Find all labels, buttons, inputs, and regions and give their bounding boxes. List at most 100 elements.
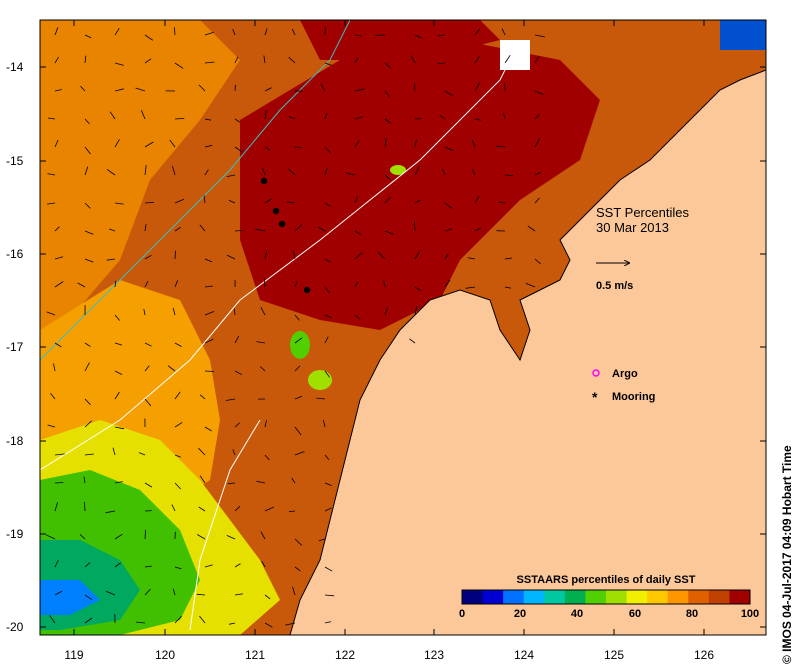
current-arrow xyxy=(227,482,236,485)
legend-label-mooring: Mooring xyxy=(612,391,655,403)
current-arrow xyxy=(234,593,243,596)
current-arrow xyxy=(204,338,214,344)
current-arrow xyxy=(144,141,154,148)
current-arrow xyxy=(138,452,146,456)
current-arrow xyxy=(106,169,116,176)
map-title: SST Percentiles xyxy=(596,205,689,220)
current-arrow xyxy=(354,57,359,64)
current-arrow xyxy=(324,370,330,378)
sst-anomaly-small xyxy=(390,165,406,175)
current-arrow xyxy=(144,280,149,288)
current-arrow xyxy=(384,137,387,148)
current-arrow xyxy=(114,342,123,346)
current-arrow xyxy=(54,226,60,232)
current-arrow xyxy=(264,454,270,461)
current-arrow xyxy=(375,34,386,36)
colorbar-tick-label: 100 xyxy=(741,608,759,620)
current-arrow xyxy=(105,590,116,596)
current-arrow xyxy=(204,311,215,316)
current-arrow xyxy=(288,116,296,120)
marker-legend: Argo * Mooring xyxy=(592,368,655,405)
current-arrow xyxy=(84,562,91,568)
current-arrow xyxy=(534,258,541,265)
current-arrow xyxy=(199,224,206,232)
current-arrow xyxy=(498,201,506,204)
current-arrow xyxy=(534,172,541,176)
current-arrow xyxy=(354,196,358,204)
current-arrow xyxy=(324,286,331,294)
current-arrow xyxy=(84,34,92,39)
current-arrow xyxy=(234,230,244,232)
current-arrow xyxy=(54,256,64,260)
colorbar-swatch xyxy=(462,590,484,604)
current-arrow xyxy=(114,426,125,430)
current-arrow xyxy=(384,62,391,69)
current-arrow xyxy=(504,286,511,289)
colorbar-swatches xyxy=(462,590,751,604)
current-arrow xyxy=(324,594,335,597)
current-arrow xyxy=(226,254,236,260)
sst-region-blue xyxy=(40,580,100,615)
current-arrow xyxy=(204,118,212,121)
current-arrow xyxy=(324,112,328,120)
argo-marker-icon xyxy=(592,369,600,377)
current-arrow xyxy=(174,226,182,232)
current-arrow xyxy=(324,202,331,207)
mooring-marker[interactable] xyxy=(272,207,280,215)
current-arrow xyxy=(384,230,394,235)
colorbar-swatch xyxy=(626,590,648,604)
current-arrow xyxy=(291,477,296,484)
bathymetry-contour-white xyxy=(40,39,521,471)
current-arrow xyxy=(384,90,390,98)
current-arrow xyxy=(204,31,214,36)
current-arrow xyxy=(294,451,305,456)
current-arrow xyxy=(474,227,482,232)
current-arrow xyxy=(112,447,116,456)
current-arrow xyxy=(324,621,332,624)
current-arrow xyxy=(439,114,446,120)
lat-tick-label: -19 xyxy=(6,527,24,541)
velocity-scale-label: 0.5 m/s xyxy=(596,280,633,292)
current-arrow xyxy=(174,250,176,260)
bathymetry-contour-cyan xyxy=(40,20,351,361)
current-arrow xyxy=(228,199,236,204)
current-arrow xyxy=(54,502,58,512)
lon-tick-label: 121 xyxy=(245,648,265,662)
current-arrow xyxy=(197,534,206,540)
colorbar-swatch xyxy=(729,590,751,604)
current-arrow xyxy=(114,481,123,484)
current-arrow xyxy=(234,146,244,153)
current-arrow xyxy=(174,62,184,69)
current-arrow xyxy=(294,395,303,400)
current-arrow xyxy=(264,146,271,151)
lat-tick-label: -20 xyxy=(6,620,24,634)
land-mass xyxy=(289,20,766,635)
current-arrow xyxy=(525,282,536,288)
current-arrow xyxy=(442,168,446,176)
current-arrow xyxy=(84,594,93,601)
legend-label-argo: Argo xyxy=(612,368,638,380)
current-arrow xyxy=(47,424,56,428)
mooring-marker[interactable] xyxy=(303,286,311,294)
current-arrow xyxy=(234,335,240,344)
current-arrow xyxy=(114,202,124,205)
current-arrow xyxy=(414,139,417,148)
current-arrow xyxy=(384,174,391,181)
current-arrow xyxy=(260,307,266,316)
mooring-marker[interactable] xyxy=(278,220,286,228)
current-arrow xyxy=(534,56,540,64)
current-arrow xyxy=(288,56,296,64)
current-arrow xyxy=(232,449,236,456)
current-arrow xyxy=(465,286,476,289)
current-arrow xyxy=(354,34,362,37)
current-arrow xyxy=(174,342,182,347)
current-arrow xyxy=(294,146,303,149)
mooring-marker[interactable] xyxy=(260,177,268,185)
current-arrow xyxy=(54,56,59,64)
sst-anomaly-green xyxy=(290,331,310,359)
colorbar-tick-label: 80 xyxy=(686,608,698,620)
current-arrow xyxy=(234,505,241,512)
current-arrow xyxy=(204,258,213,263)
current-arrow xyxy=(262,167,266,176)
